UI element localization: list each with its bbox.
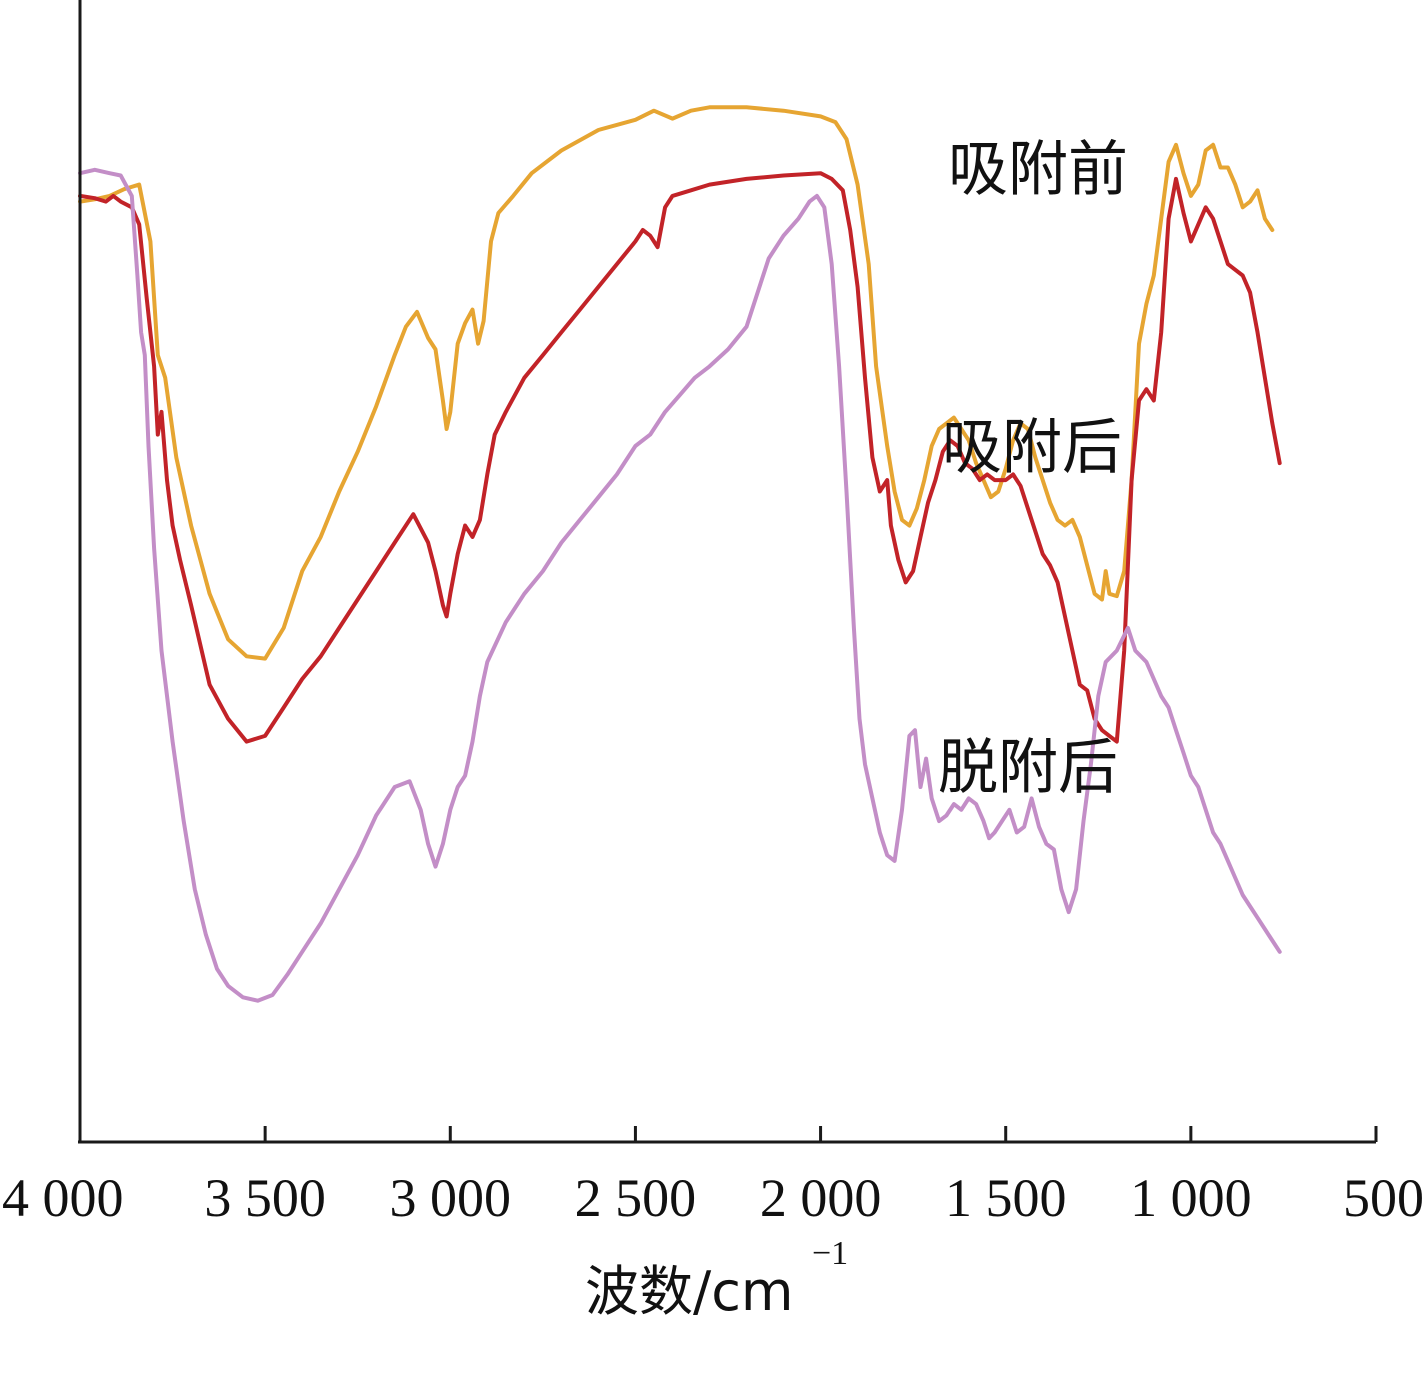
series-line [78,171,1282,744]
series-label: 吸附前 [948,135,1128,205]
x-axis-ticks: 4 000 3 500 3 000 2 500 2 000 1 500 1 000 500 [2,1126,1424,1228]
x-tick-label: 3 500 [204,1168,326,1228]
x-tick-label: 3 000 [390,1168,512,1228]
x-tick-label: 1 000 [1130,1168,1252,1228]
x-tick-label: 500 [1343,1168,1424,1228]
series-line [78,105,1275,661]
plot-area [78,105,1282,1003]
x-tick-label: 2 000 [760,1168,882,1228]
x-axis-title: 波数/cm [585,1260,794,1323]
series-label: 脱附后 [938,733,1118,803]
series-line [78,167,1282,1003]
x-tick-label: 4 000 [2,1168,124,1228]
series-label: 吸附后 [942,413,1122,483]
x-tick-label: 2 500 [575,1168,697,1228]
x-axis-title-superscript: −1 [812,1235,848,1272]
x-tick-label: 1 500 [945,1168,1067,1228]
